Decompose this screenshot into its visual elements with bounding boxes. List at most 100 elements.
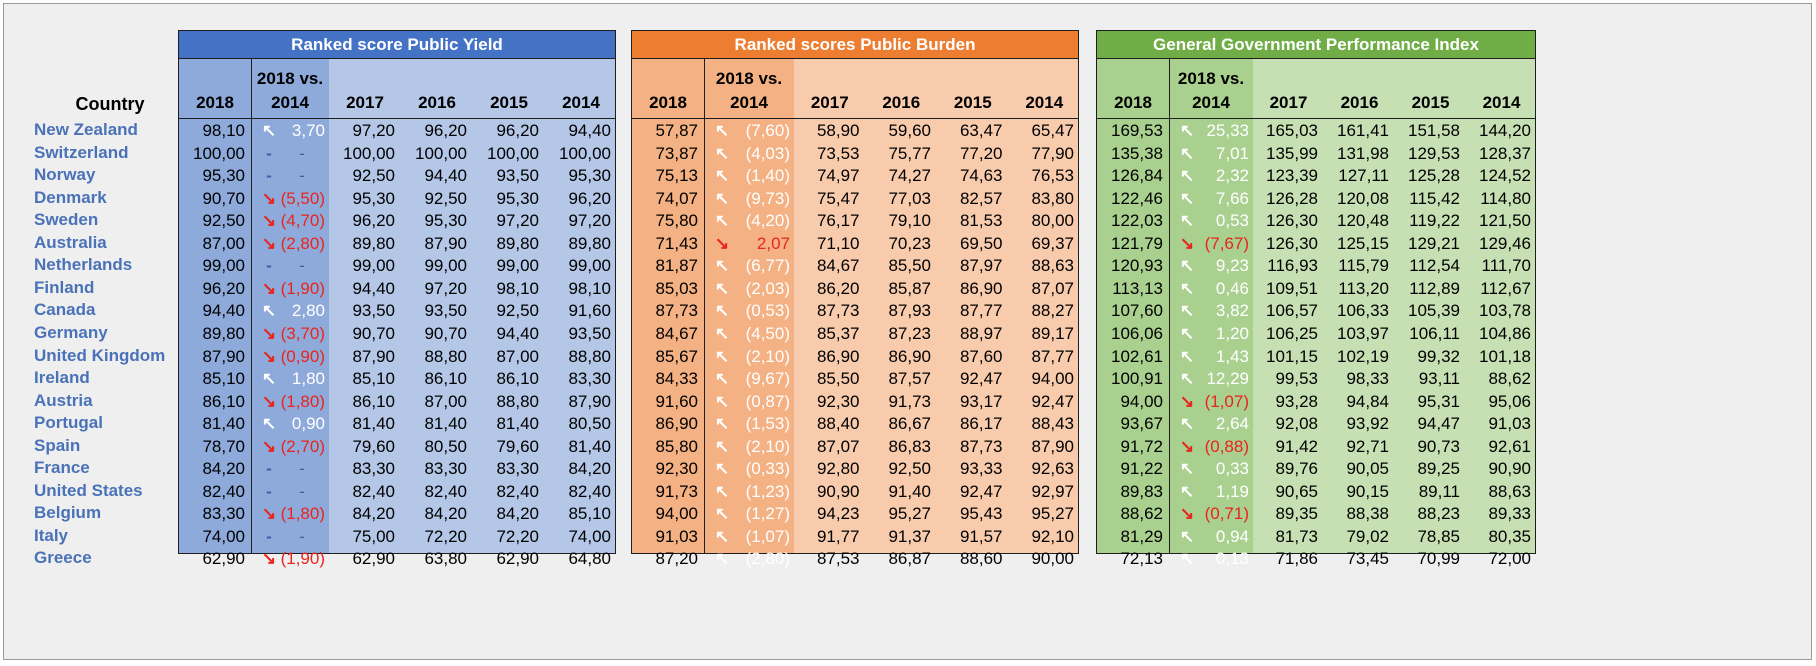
cell-diff: (1,27) — [745, 504, 790, 524]
cell-y2016: 86,87 — [888, 549, 931, 569]
arrow-up-left-icon: ↖ — [714, 526, 730, 546]
cell-diff: - — [299, 166, 305, 186]
cell-diff: (2,70) — [280, 436, 325, 456]
cell-y2018: 74,00 — [202, 526, 245, 546]
cell-y2016: 86,10 — [424, 369, 467, 389]
cell-y2014: 95,30 — [568, 166, 611, 186]
cell-y2014: 121,50 — [1479, 211, 1531, 231]
cell-y2017: 94,40 — [352, 278, 395, 298]
cell-y2017: 75,00 — [352, 526, 395, 546]
cell-y2014: 114,80 — [1480, 188, 1531, 208]
cell-y2017: 88,40 — [816, 414, 860, 434]
cell-y2014: 65,47 — [1031, 121, 1074, 140]
arrow-up-left-icon: ↖ — [714, 211, 730, 231]
cell-diff: 0,90 — [291, 414, 325, 434]
cell-y2016: 96,20 — [424, 121, 467, 140]
column-header-y2018: 2018 — [196, 93, 234, 112]
column-header-y2016: 2016 — [418, 93, 456, 112]
panel-title: Ranked scores Public Burden — [632, 31, 1078, 59]
cell-y2017: 58,90 — [816, 121, 860, 140]
cell-y2015: 94,40 — [496, 323, 539, 343]
cell-y2014: 99,00 — [568, 256, 611, 276]
cell-diff: (0,90) — [280, 346, 325, 366]
cell-y2015: 95,31 — [1417, 391, 1460, 411]
cell-y2015: 98,10 — [496, 278, 539, 298]
cell-y2018: 94,00 — [655, 504, 698, 524]
cell-y2018: 75,13 — [655, 166, 698, 186]
cell-y2014: 87,90 — [568, 391, 611, 411]
arrow-up-left-icon: ↖ — [1179, 549, 1195, 569]
cell-y2015: 89,25 — [1417, 459, 1460, 479]
cell-y2014: 74,00 — [568, 526, 611, 546]
cell-y2016: 74,27 — [888, 166, 931, 186]
cell-y2014: 88,80 — [568, 346, 611, 366]
cell-y2018: 73,87 — [655, 143, 698, 163]
cell-y2018: 88,62 — [1120, 504, 1163, 524]
cell-y2014: 72,00 — [1488, 549, 1531, 569]
cell-y2017: 79,60 — [352, 436, 395, 456]
cell-diff: (0,87) — [745, 391, 790, 411]
arrow-up-left-icon: ↖ — [1179, 323, 1195, 343]
cell-y2018: 91,60 — [655, 391, 698, 411]
table-row: 75,13 74,97 74,27 74,63 76,53 ↖ (1,40) — [632, 164, 1078, 187]
table-row: 71,43 71,10 70,23 69,50 69,37 ↘ 2,07 — [632, 232, 1078, 255]
cell-diff: 7,01 — [1215, 143, 1249, 163]
cell-y2015: 81,40 — [496, 414, 539, 434]
panel-index: General Government Performance Index 2018… — [1096, 30, 1536, 568]
country-label: Sweden — [34, 210, 99, 230]
cell-y2018: 120,93 — [1111, 256, 1163, 276]
column-header-diff: 2018 vs. — [715, 69, 783, 88]
table-row: 83,30 84,20 84,20 84,20 85,10 ↘ (1,80) — [179, 502, 615, 525]
cell-y2014: 98,10 — [568, 278, 611, 298]
cell-y2015: 79,60 — [496, 436, 539, 456]
arrow-up-left-icon: ↖ — [714, 481, 730, 501]
arrow-up-left-icon: ↖ — [714, 369, 730, 389]
cell-y2018: 122,46 — [1111, 188, 1163, 208]
table-row: 169,53 165,03 161,41 151,58 144,20 ↖ 25,33 — [1097, 119, 1535, 142]
cell-y2015: 86,10 — [496, 369, 539, 389]
panel-yield: Ranked score Public Yield 2018 2017 2016 201… — [178, 30, 616, 568]
arrow-down-right-icon: ↘ — [1179, 436, 1195, 456]
cell-y2018: 102,61 — [1111, 346, 1163, 366]
country-label: Spain — [34, 435, 81, 455]
cell-y2017: 87,73 — [816, 301, 860, 321]
cell-y2014: 83,80 — [1031, 188, 1074, 208]
highlight-band — [1097, 59, 1253, 553]
header-divider — [179, 118, 615, 119]
cell-y2014: 101,18 — [1479, 346, 1531, 366]
cell-diff: - — [299, 459, 305, 479]
table-row: 89,80 90,70 90,70 94,40 93,50 ↘ (3,70) — [179, 322, 615, 345]
cell-y2014: 95,27 — [1031, 504, 1074, 524]
cell-diff: (0,53) — [745, 301, 790, 321]
table-row: 122,46 126,28 120,08 115,42 114,80 ↖ 7,66 — [1097, 187, 1535, 210]
cell-y2014: 88,27 — [1031, 301, 1074, 321]
cell-y2016: 93,50 — [424, 301, 467, 321]
column-header-y2018: 2018 — [1114, 93, 1152, 112]
cell-y2018: 87,90 — [202, 346, 245, 366]
cell-y2015: 129,21 — [1408, 233, 1460, 253]
panel-title: Ranked score Public Yield — [179, 31, 615, 59]
cell-y2018: 74,07 — [655, 188, 698, 208]
cell-y2014: 84,20 — [568, 459, 611, 479]
cell-diff: 12,29 — [1206, 369, 1249, 389]
cell-y2018: 85,03 — [655, 278, 698, 298]
arrow-up-left-icon: ↖ — [1179, 481, 1195, 501]
arrow-up-left-icon: ↖ — [714, 436, 730, 456]
cell-diff: (1,23) — [745, 481, 790, 501]
cell-y2017: 89,80 — [352, 233, 395, 253]
cell-y2017: 81,40 — [352, 414, 395, 434]
cell-y2018: 100,91 — [1111, 369, 1163, 389]
cell-y2017: 90,90 — [816, 481, 860, 501]
cell-y2014: 90,00 — [1031, 549, 1074, 569]
cell-diff: 2,80 — [291, 301, 325, 321]
cell-y2014: 104,86 — [1479, 323, 1531, 343]
arrow-up-left-icon: ↖ — [714, 414, 730, 434]
table-row: 96,20 94,40 97,20 98,10 98,10 ↘ (1,90) — [179, 277, 615, 300]
column-header-y2018: 2018 — [649, 93, 687, 112]
cell-y2014: 103,78 — [1479, 301, 1531, 321]
table-row: 75,80 76,17 79,10 81,53 80,00 ↖ (4,20) — [632, 209, 1078, 232]
cell-diff: 2,32 — [1215, 166, 1249, 186]
cell-y2015: 105,39 — [1408, 301, 1460, 321]
cell-y2015: 88,23 — [1417, 504, 1460, 524]
cell-y2017: 86,90 — [816, 346, 860, 366]
